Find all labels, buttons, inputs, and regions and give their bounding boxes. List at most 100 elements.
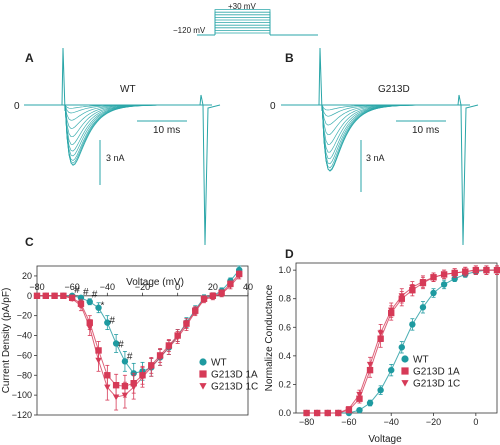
plot-frame bbox=[295, 262, 498, 414]
data-point bbox=[86, 325, 93, 331]
y-tick-label: −80 bbox=[17, 370, 32, 380]
capacitive-artifact bbox=[61, 47, 66, 112]
data-point bbox=[77, 303, 85, 309]
data-point bbox=[440, 271, 448, 278]
y-tick-label: 0.2 bbox=[278, 379, 291, 389]
current-trace bbox=[321, 104, 458, 172]
legend-label: G213D 1C bbox=[413, 379, 460, 390]
x-tick-label: −60 bbox=[65, 282, 80, 292]
data-point bbox=[148, 364, 155, 371]
legend-label: WT bbox=[211, 358, 227, 369]
y-tick-label: 0 bbox=[27, 291, 32, 301]
y-tick-label: 0.8 bbox=[278, 294, 291, 304]
protocol-step bbox=[214, 27, 271, 35]
data-point bbox=[377, 386, 384, 394]
data-point bbox=[356, 406, 363, 414]
data-point bbox=[356, 391, 363, 398]
data-point bbox=[388, 307, 395, 314]
x-tick-label: 0 bbox=[473, 417, 478, 427]
data-point bbox=[493, 267, 500, 274]
data-point bbox=[440, 281, 448, 288]
y-tick-label: −60 bbox=[17, 350, 32, 360]
protocol-step bbox=[214, 9, 271, 35]
data-point bbox=[430, 274, 437, 281]
data-point bbox=[209, 294, 217, 300]
protocol-step bbox=[214, 32, 271, 35]
current-trace bbox=[64, 104, 199, 121]
panel-d-chart: −80 −60 −40 −20 0 0.0 0.2 0.4 0.6 0.8 1.0 Voltage No… bbox=[264, 262, 500, 445]
voltage-protocol bbox=[197, 9, 318, 36]
y-tick-label: −100 bbox=[12, 390, 32, 400]
data-point bbox=[419, 304, 427, 311]
panel-a-current-traces bbox=[24, 47, 221, 246]
legend-label: G213D 1A bbox=[211, 370, 258, 381]
y-tick-label: 0.4 bbox=[278, 351, 291, 361]
tail-current bbox=[199, 94, 221, 246]
data-point bbox=[303, 410, 310, 417]
significance-mark: * bbox=[101, 301, 105, 312]
data-point bbox=[121, 392, 129, 399]
legend-marker bbox=[401, 355, 409, 363]
y-tick-label: 1.0 bbox=[278, 265, 291, 275]
current-trace bbox=[64, 104, 199, 166]
panel-c-letter: C bbox=[25, 235, 34, 249]
data-point bbox=[104, 384, 111, 391]
x-tick-label: 0 bbox=[175, 282, 180, 292]
legend-marker bbox=[401, 380, 409, 387]
data-point bbox=[388, 366, 395, 374]
data-point bbox=[95, 357, 102, 364]
data-point bbox=[33, 293, 41, 299]
panel-b-current-scale-label: 3 nA bbox=[366, 153, 385, 163]
data-point bbox=[419, 279, 427, 285]
panel-d-letter: D bbox=[285, 247, 294, 261]
data-point bbox=[42, 293, 49, 299]
data-point bbox=[112, 340, 120, 347]
x-axis-label: Voltage bbox=[368, 434, 402, 445]
panel-a-current-scale-label: 3 nA bbox=[106, 153, 125, 163]
data-point bbox=[112, 394, 120, 401]
panel-a-zero: 0 bbox=[14, 101, 20, 112]
y-tick-label: −40 bbox=[17, 331, 32, 341]
data-point bbox=[377, 330, 384, 337]
x-tick-label: 40 bbox=[243, 282, 253, 292]
x-tick-label: −80 bbox=[299, 417, 314, 427]
data-point bbox=[313, 410, 321, 417]
data-point bbox=[398, 293, 405, 300]
data-point bbox=[104, 319, 111, 326]
legend-label: WT bbox=[413, 355, 429, 366]
significance-mark: # bbox=[118, 339, 124, 350]
capacitive-artifact bbox=[318, 47, 323, 112]
x-tick-label: −60 bbox=[341, 417, 356, 427]
significance-mark: # bbox=[127, 351, 133, 362]
plot-frame bbox=[36, 265, 249, 416]
x-tick-label: −40 bbox=[384, 417, 399, 427]
data-point bbox=[139, 374, 146, 381]
current-trace bbox=[321, 104, 458, 126]
data-point bbox=[174, 334, 181, 341]
data-point bbox=[398, 344, 405, 351]
panel-a-letter: A bbox=[25, 51, 34, 65]
data-point bbox=[130, 384, 137, 391]
panel-a-title: WT bbox=[120, 84, 136, 95]
significance-mark: # bbox=[109, 316, 115, 327]
data-point bbox=[366, 399, 374, 407]
data-point bbox=[95, 304, 102, 311]
y-axis-label: Current Density (pA/pF) bbox=[1, 288, 12, 394]
y-tick-label: −120 bbox=[12, 410, 32, 420]
legend-marker bbox=[199, 383, 207, 390]
data-point bbox=[156, 354, 164, 361]
data-point bbox=[430, 289, 437, 297]
panel-a-time-scale-label: 10 ms bbox=[153, 125, 180, 136]
x-tick-label: 20 bbox=[208, 282, 218, 292]
legend-marker bbox=[199, 370, 207, 378]
legend-label: G213D 1A bbox=[413, 367, 460, 378]
y-tick-label: 0.6 bbox=[278, 322, 291, 332]
panel-b-current-traces bbox=[281, 47, 479, 246]
data-point bbox=[409, 284, 416, 291]
data-point bbox=[227, 283, 234, 290]
y-tick-label: 20 bbox=[22, 271, 32, 281]
x-tick-label: −20 bbox=[426, 417, 441, 427]
protocol-top-label: +30 mV bbox=[228, 2, 256, 11]
protocol-left-label: −120 mV bbox=[173, 26, 206, 35]
